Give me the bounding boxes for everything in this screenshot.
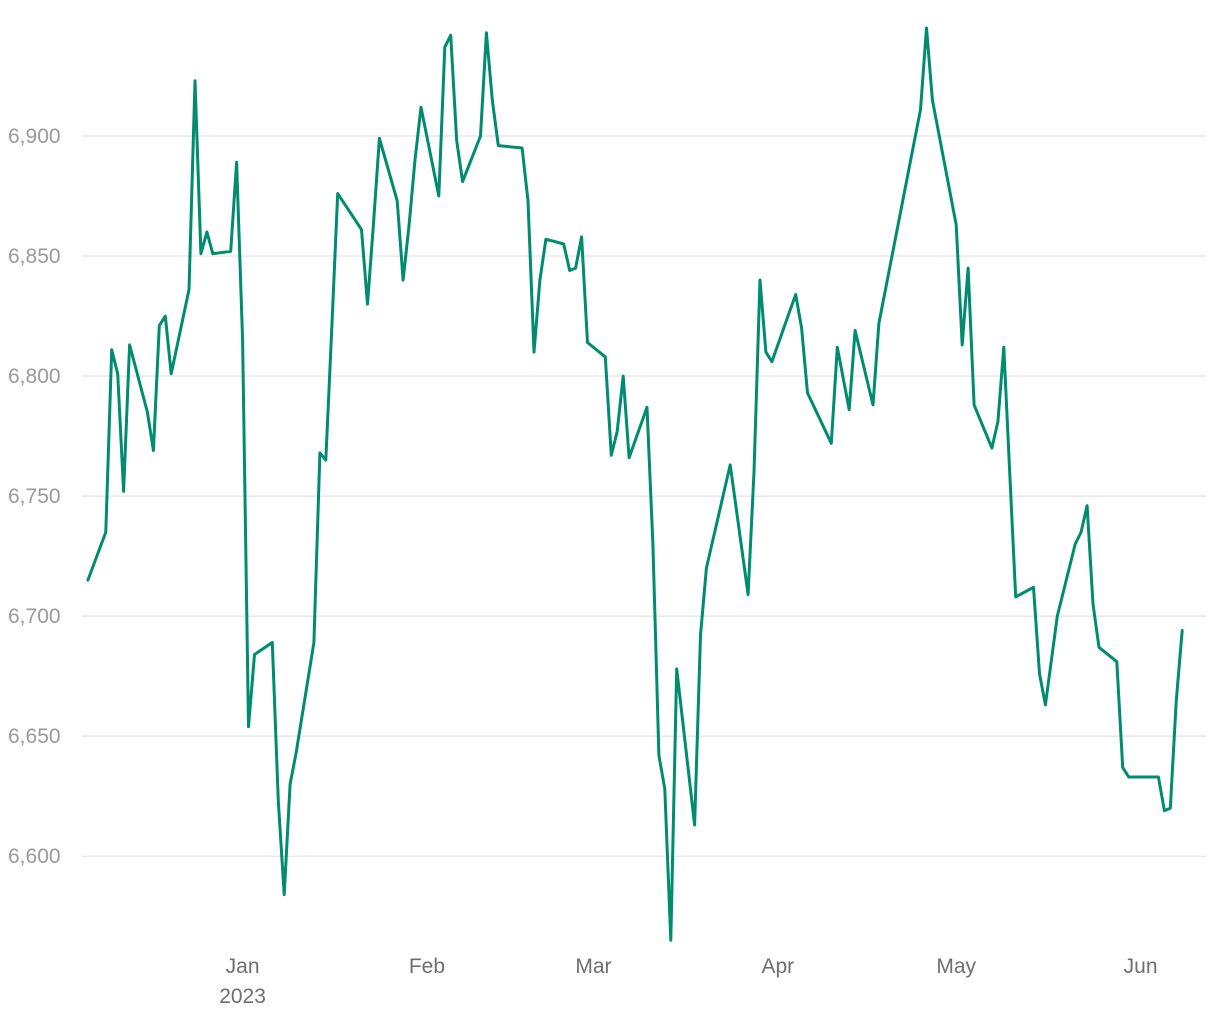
- x-tick-label-feb: Feb: [409, 955, 445, 978]
- x-tick-label-may: May: [936, 955, 976, 978]
- y-tick-label-6700: 6,700: [8, 605, 61, 628]
- y-axis-tick-labels: 6,600 6,650 6,700 6,750 6,800 6,850 6,900: [8, 125, 61, 868]
- gridlines: [82, 135, 1206, 857]
- y-tick-label-6600: 6,600: [8, 845, 61, 868]
- y-tick-label-6650: 6,650: [8, 725, 61, 748]
- y-tick-label-6900: 6,900: [8, 125, 61, 148]
- x-tick-label-apr: Apr: [761, 955, 794, 978]
- x-tick-sublabel-jan: 2023: [219, 985, 266, 1008]
- y-tick-label-6750: 6,750: [8, 485, 61, 508]
- series-lines: [86, 26, 1184, 942]
- series-line-1: [86, 26, 1184, 942]
- x-tick-label-jan: Jan: [226, 955, 260, 978]
- x-tick-label-jun: Jun: [1124, 955, 1158, 978]
- y-tick-label-6800: 6,800: [8, 365, 61, 388]
- x-axis-tick-labels: Jan 2023 Feb Mar Apr May Jun: [219, 955, 1157, 1008]
- y-tick-label-6850: 6,850: [8, 245, 61, 268]
- x-tick-label-mar: Mar: [575, 955, 611, 978]
